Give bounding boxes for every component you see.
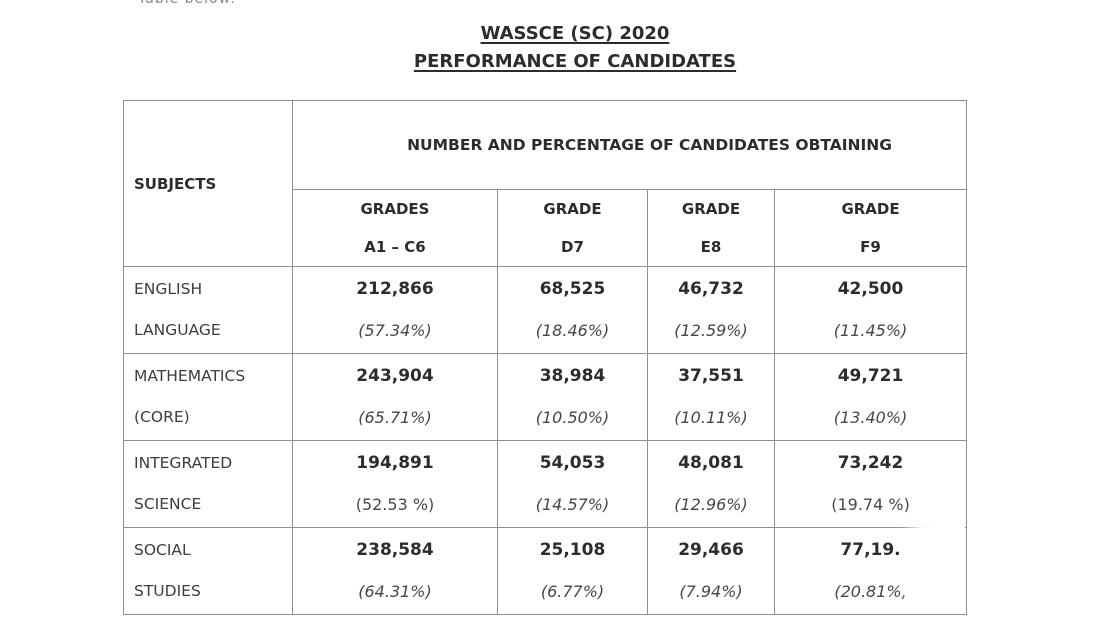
title-performance: PERFORMANCE OF CANDIDATES xyxy=(413,51,737,72)
value-cell-f9: 49,721 (13.40%) xyxy=(773,353,968,441)
grade-header-e8: GRADE E8 xyxy=(647,189,775,267)
value-cell-e8: 29,466 (7.94%) xyxy=(647,527,775,615)
table-row-integrated-science: INTEGRATED SCIENCE 194,891 (52.53 %) 54,… xyxy=(123,440,968,528)
grade-header-f9: GRADE F9 xyxy=(773,189,968,267)
subject-line2: STUDIES xyxy=(134,582,201,600)
grade-header-line1: GRADE xyxy=(681,200,741,218)
table-row-mathematics-core: MATHEMATICS (CORE) 243,904 (65.71%) 38,9… xyxy=(123,353,968,441)
candidate-percent: (12.59%) xyxy=(674,321,748,340)
table-row-english-language: ENGLISH LANGUAGE 212,866 (57.34%) 68,525… xyxy=(123,266,968,354)
grade-header-line1: GRADE xyxy=(543,200,602,218)
document-title: WASSCE (SC) 2020 PERFORMANCE OF CANDIDAT… xyxy=(0,20,1120,76)
candidate-count: 48,081 xyxy=(678,453,744,473)
candidate-percent: (7.94%) xyxy=(679,582,743,601)
header-row-grades: GRADES A1 – C6 GRADE D7 GRADE E8 GRADE F… xyxy=(124,189,968,267)
candidate-percent: (20.81%, xyxy=(834,582,907,601)
value-cell-a1-c6: 194,891 (52.53 %) xyxy=(292,440,498,528)
value-cell-d7: 68,525 (18.46%) xyxy=(497,266,648,354)
subject-line1: ENGLISH xyxy=(134,280,203,298)
candidate-count: 243,904 xyxy=(356,366,434,386)
header-row-group: SUBJECTS NUMBER AND PERCENTAGE OF CANDID… xyxy=(123,100,968,267)
candidate-count: 42,500 xyxy=(837,279,904,299)
candidate-count: 25,108 xyxy=(539,540,606,560)
candidate-percent: (6.77%) xyxy=(540,582,605,601)
grade-header-line2: A1 – C6 xyxy=(364,238,426,256)
candidate-percent: (18.46%) xyxy=(535,321,610,340)
grade-header-d7: GRADE D7 xyxy=(497,189,648,267)
candidate-percent: (12.96%) xyxy=(674,495,748,514)
grade-header-line2: D7 xyxy=(561,238,584,256)
table-row-social-studies: SOCIAL STUDIES 238,584 (64.31%) 25,108 (… xyxy=(123,527,968,615)
candidate-count: 49,721 xyxy=(837,366,904,386)
grade-header-line1: GRADE xyxy=(841,200,900,218)
candidate-percent: (10.50%) xyxy=(535,408,610,427)
value-cell-d7: 54,053 (14.57%) xyxy=(497,440,648,528)
candidate-percent: (64.31%) xyxy=(358,582,432,601)
candidate-percent: (11.45%) xyxy=(833,321,908,340)
candidate-count: 194,891 xyxy=(356,453,434,473)
subject-line1: INTEGRATED xyxy=(134,454,233,472)
value-cell-d7: 25,108 (6.77%) xyxy=(497,527,648,615)
subject-cell: INTEGRATED SCIENCE xyxy=(123,440,293,528)
grade-header-line1: GRADES xyxy=(360,200,430,218)
value-cell-e8: 37,551 (10.11%) xyxy=(647,353,775,441)
candidate-percent: (65.71%) xyxy=(358,408,432,427)
candidate-count: 38,984 xyxy=(539,366,606,386)
subject-line2: LANGUAGE xyxy=(134,321,221,339)
candidate-count: 29,466 xyxy=(678,540,744,560)
value-cell-e8: 48,081 (12.96%) xyxy=(647,440,775,528)
candidate-count: 46,732 xyxy=(678,279,744,299)
subject-line2: (CORE) xyxy=(134,408,190,426)
subject-cell: ENGLISH LANGUAGE xyxy=(123,266,293,354)
candidate-count: 37,551 xyxy=(678,366,744,386)
grade-header-line2: F9 xyxy=(860,238,881,256)
subject-cell: MATHEMATICS (CORE) xyxy=(123,353,293,441)
cut-off-caption: Table below: xyxy=(138,0,236,7)
candidate-percent: (52.53 %) xyxy=(355,495,435,514)
image-artifact-overlay xyxy=(900,512,965,597)
subject-line2: SCIENCE xyxy=(134,495,202,513)
candidate-count: 73,242 xyxy=(837,453,904,473)
value-cell-a1-c6: 238,584 (64.31%) xyxy=(292,527,498,615)
subject-cell: SOCIAL STUDIES xyxy=(123,527,293,615)
candidate-percent: (57.34%) xyxy=(358,321,432,340)
subjects-header: SUBJECTS xyxy=(123,100,293,267)
candidate-count: 212,866 xyxy=(356,279,434,299)
grade-header-a1-c6: GRADES A1 – C6 xyxy=(292,189,498,267)
value-cell-a1-c6: 243,904 (65.71%) xyxy=(292,353,498,441)
subject-line1: SOCIAL xyxy=(134,541,191,559)
candidate-count: 54,053 xyxy=(539,453,606,473)
value-cell-e8: 46,732 (12.59%) xyxy=(647,266,775,354)
candidate-percent: (14.57%) xyxy=(535,495,610,514)
candidate-percent: (10.11%) xyxy=(674,408,748,427)
grade-header-line2: E8 xyxy=(700,238,722,256)
candidate-count: 68,525 xyxy=(539,279,606,299)
candidate-count: 77,19. xyxy=(840,540,901,560)
value-cell-f9: 42,500 (11.45%) xyxy=(773,266,968,354)
subject-line1: MATHEMATICS xyxy=(134,367,246,385)
value-cell-d7: 38,984 (10.50%) xyxy=(497,353,648,441)
value-cell-a1-c6: 212,866 (57.34%) xyxy=(292,266,498,354)
candidate-count: 238,584 xyxy=(356,540,434,560)
candidate-percent: (19.74 %) xyxy=(831,495,910,514)
group-header: NUMBER AND PERCENTAGE OF CANDIDATES OBTA… xyxy=(291,100,968,190)
performance-table: SUBJECTS NUMBER AND PERCENTAGE OF CANDID… xyxy=(123,100,968,615)
title-exam: WASSCE (SC) 2020 xyxy=(480,23,670,44)
candidate-percent: (13.40%) xyxy=(833,408,908,427)
